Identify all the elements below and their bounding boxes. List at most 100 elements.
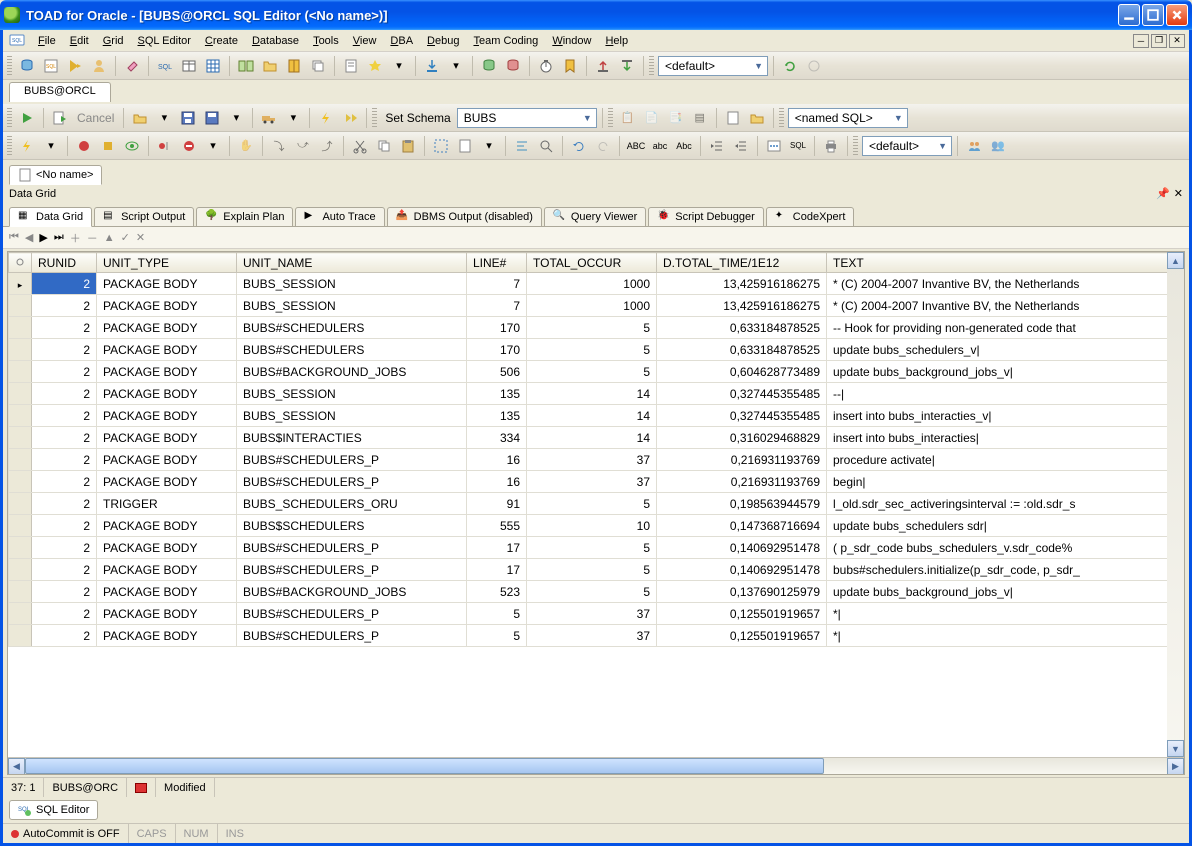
run-icon[interactable] bbox=[16, 107, 38, 129]
tool-icon[interactable] bbox=[803, 55, 825, 77]
copy2-icon[interactable]: 📑 bbox=[665, 107, 687, 129]
outdent-icon[interactable] bbox=[730, 135, 752, 157]
format-icon[interactable] bbox=[511, 135, 533, 157]
cell[interactable]: 2 bbox=[32, 295, 97, 317]
cell[interactable]: BUBS#SCHEDULERS_P bbox=[237, 537, 467, 559]
mdi-close-button[interactable]: ✕ bbox=[1169, 34, 1185, 48]
menu-debug[interactable]: Debug bbox=[420, 33, 466, 49]
upload-icon[interactable] bbox=[592, 55, 614, 77]
cell[interactable]: 2 bbox=[32, 317, 97, 339]
table-row[interactable]: 2PACKAGE BODYBUBS_SESSION135140,32744535… bbox=[9, 405, 1184, 427]
arrow-down-icon[interactable]: ▾ bbox=[153, 107, 175, 129]
cell[interactable]: 2 bbox=[32, 603, 97, 625]
row-indicator[interactable] bbox=[9, 581, 32, 603]
row-indicator[interactable] bbox=[9, 383, 32, 405]
copy-icon[interactable] bbox=[373, 135, 395, 157]
cell[interactable]: 2 bbox=[32, 537, 97, 559]
column-header[interactable]: RUNID bbox=[32, 253, 97, 273]
cell[interactable]: l_old.sdr_sec_activeringsinterval := :ol… bbox=[827, 493, 1184, 515]
nav-next-icon[interactable]: ▶ bbox=[39, 231, 47, 244]
cell[interactable]: insert into bubs_interacties| bbox=[827, 427, 1184, 449]
hand-icon[interactable]: ✋ bbox=[235, 135, 257, 157]
cell[interactable]: PACKAGE BODY bbox=[97, 515, 237, 537]
stop-icon[interactable] bbox=[97, 135, 119, 157]
row-indicator[interactable] bbox=[9, 317, 32, 339]
table-row[interactable]: 2PACKAGE BODYBUBS#SCHEDULERS17050,633184… bbox=[9, 339, 1184, 361]
cell[interactable]: 13,425916186275 bbox=[657, 295, 827, 317]
cell[interactable]: 16 bbox=[467, 449, 527, 471]
row-indicator[interactable] bbox=[9, 559, 32, 581]
cell[interactable]: 5 bbox=[527, 361, 657, 383]
table-row[interactable]: 2PACKAGE BODYBUBS_SESSION135140,32744535… bbox=[9, 383, 1184, 405]
cell[interactable]: PACKAGE BODY bbox=[97, 537, 237, 559]
indent-icon[interactable] bbox=[706, 135, 728, 157]
row-indicator[interactable] bbox=[9, 493, 32, 515]
table-row[interactable]: 2PACKAGE BODYBUBS#BACKGROUND_JOBS50650,6… bbox=[9, 361, 1184, 383]
new-icon[interactable] bbox=[722, 107, 744, 129]
table-row[interactable]: 2PACKAGE BODYBUBS#SCHEDULERS_P16370,2169… bbox=[9, 449, 1184, 471]
menu-window[interactable]: Window bbox=[545, 33, 598, 49]
cell[interactable]: PACKAGE BODY bbox=[97, 581, 237, 603]
watch-icon[interactable] bbox=[121, 135, 143, 157]
cell[interactable]: 5 bbox=[527, 317, 657, 339]
cell[interactable]: update bubs_schedulers_v| bbox=[827, 339, 1184, 361]
cell[interactable]: 2 bbox=[32, 515, 97, 537]
cell[interactable]: 0,140692951478 bbox=[657, 537, 827, 559]
cell[interactable]: 7 bbox=[467, 295, 527, 317]
paste-icon[interactable]: 📄 bbox=[641, 107, 663, 129]
remove-bp-icon[interactable] bbox=[178, 135, 200, 157]
cell[interactable]: PACKAGE BODY bbox=[97, 317, 237, 339]
cell[interactable]: 0,604628773489 bbox=[657, 361, 827, 383]
cell[interactable]: 0,216931193769 bbox=[657, 471, 827, 493]
nav-insert-icon[interactable]: ＋ bbox=[70, 230, 81, 246]
cell[interactable]: update bubs_schedulers sdr| bbox=[827, 515, 1184, 537]
cell[interactable]: 1000 bbox=[527, 295, 657, 317]
cell[interactable]: 0,216931193769 bbox=[657, 449, 827, 471]
cell[interactable]: 5 bbox=[527, 339, 657, 361]
row-indicator[interactable] bbox=[9, 625, 32, 647]
toggle-bp-icon[interactable] bbox=[154, 135, 176, 157]
select-all-icon[interactable] bbox=[430, 135, 452, 157]
result-tab-dbms-output-disabled-[interactable]: 📤DBMS Output (disabled) bbox=[387, 207, 542, 227]
row-indicator[interactable] bbox=[9, 339, 32, 361]
cell[interactable]: PACKAGE BODY bbox=[97, 361, 237, 383]
uppercase-icon[interactable]: ABC bbox=[625, 135, 647, 157]
cell[interactable]: PACKAGE BODY bbox=[97, 383, 237, 405]
cell[interactable]: 37 bbox=[527, 471, 657, 493]
step-into-icon[interactable]: ⤵ bbox=[268, 135, 290, 157]
commit-icon[interactable] bbox=[478, 55, 500, 77]
column-header[interactable]: LINE# bbox=[467, 253, 527, 273]
timer-icon[interactable] bbox=[535, 55, 557, 77]
cell[interactable]: 2 bbox=[32, 427, 97, 449]
cell[interactable]: update bubs_background_jobs_v| bbox=[827, 361, 1184, 383]
cell[interactable]: 506 bbox=[467, 361, 527, 383]
sql-opts-icon[interactable]: SQL bbox=[787, 135, 809, 157]
cell[interactable]: 555 bbox=[467, 515, 527, 537]
cell[interactable]: begin| bbox=[827, 471, 1184, 493]
menu-file[interactable]: File bbox=[31, 33, 63, 49]
cell[interactable]: 91 bbox=[467, 493, 527, 515]
default-combo-3[interactable]: <default> ▼ bbox=[862, 136, 952, 156]
table-row[interactable]: 2PACKAGE BODYBUBS_SESSION7100013,4259161… bbox=[9, 295, 1184, 317]
menu-grid[interactable]: Grid bbox=[96, 33, 131, 49]
toolbar-grip[interactable] bbox=[7, 56, 12, 76]
nav-last-icon[interactable]: ⏭ bbox=[54, 231, 64, 244]
cell[interactable]: 14 bbox=[527, 405, 657, 427]
cell[interactable]: --| bbox=[827, 383, 1184, 405]
nav-delete-icon[interactable]: － bbox=[87, 230, 98, 246]
cell[interactable]: 5 bbox=[527, 559, 657, 581]
mdi-restore-button[interactable]: ❐ bbox=[1151, 34, 1167, 48]
execute-icon[interactable] bbox=[64, 55, 86, 77]
table-row[interactable]: 2TRIGGERBUBS_SCHEDULERS_ORU9150,19856394… bbox=[9, 493, 1184, 515]
cell[interactable]: 0,147368716694 bbox=[657, 515, 827, 537]
cell[interactable]: 17 bbox=[467, 537, 527, 559]
nav-first-icon[interactable]: ⏮ bbox=[9, 231, 19, 244]
menu-tools[interactable]: Tools bbox=[306, 33, 346, 49]
table-row[interactable]: 2PACKAGE BODYBUBS#BACKGROUND_JOBS52350,1… bbox=[9, 581, 1184, 603]
table-row[interactable]: 2PACKAGE BODYBUBS$INTERACTIES334140,3160… bbox=[9, 427, 1184, 449]
menu-create[interactable]: Create bbox=[198, 33, 245, 49]
cell[interactable]: PACKAGE BODY bbox=[97, 449, 237, 471]
cell[interactable]: 170 bbox=[467, 317, 527, 339]
row-indicator[interactable] bbox=[9, 273, 32, 295]
cell[interactable]: BUBS#SCHEDULERS_P bbox=[237, 603, 467, 625]
